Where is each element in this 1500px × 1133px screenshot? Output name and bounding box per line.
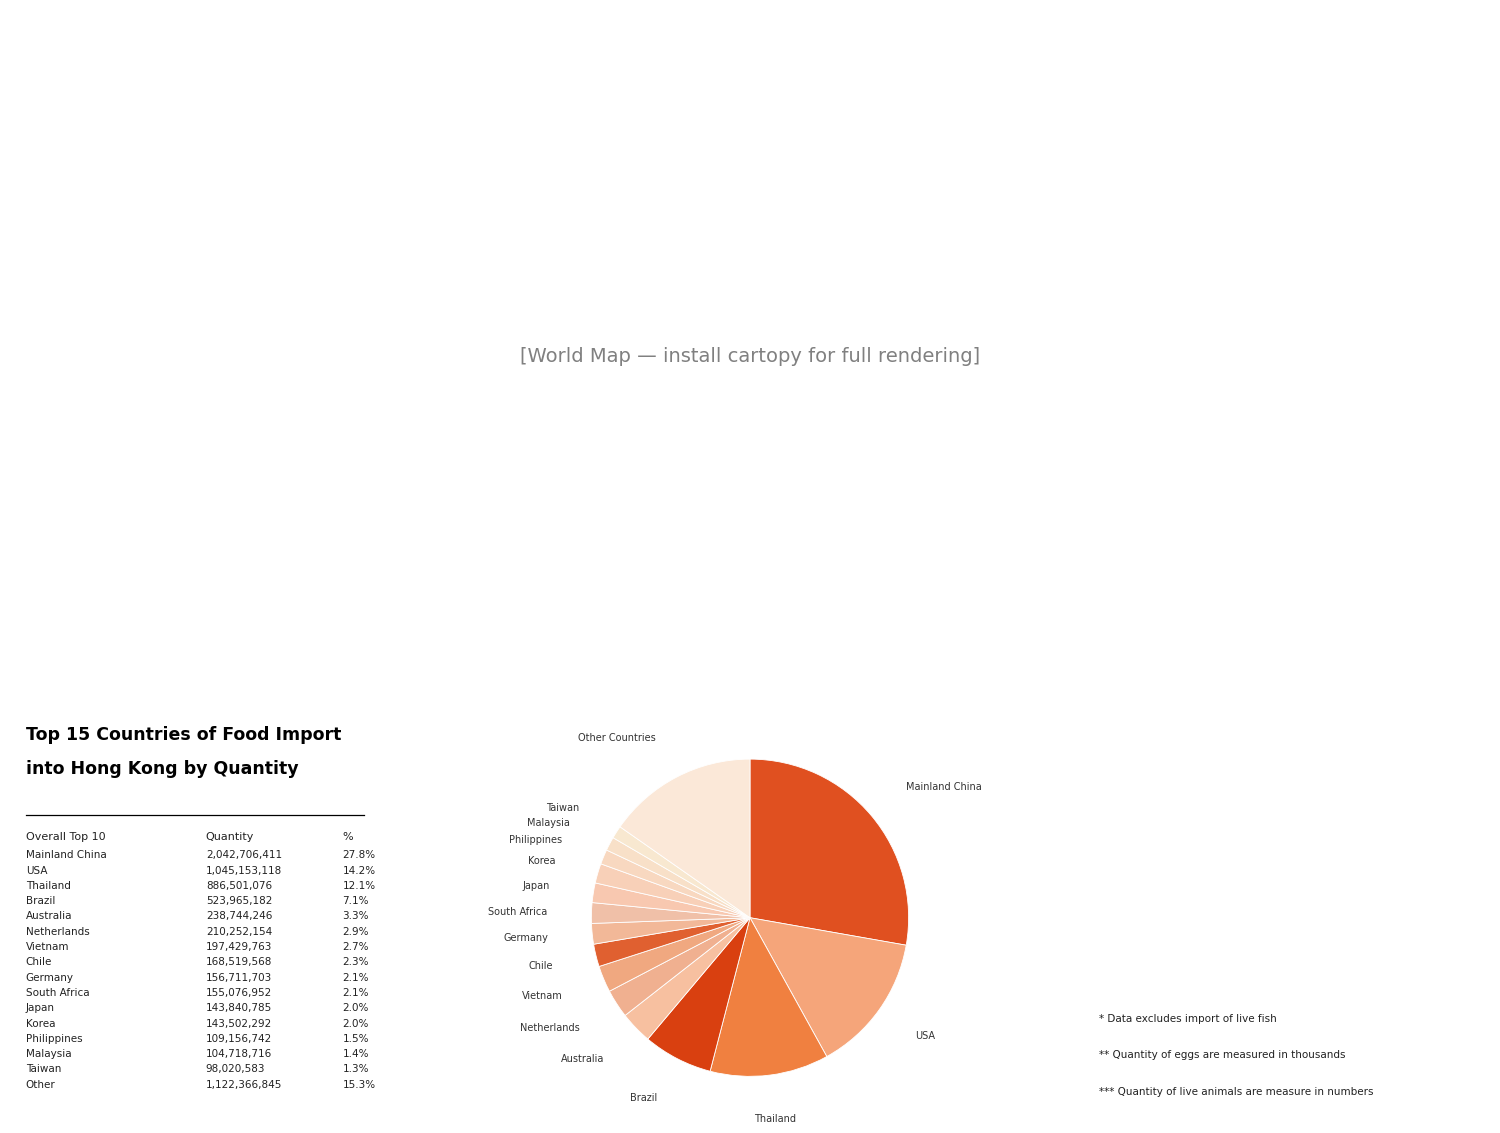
Text: Germany: Germany [26,972,74,982]
Text: 1,122,366,845: 1,122,366,845 [206,1080,282,1090]
Text: Australia: Australia [26,911,72,921]
Text: Japan: Japan [522,880,549,891]
Text: Chile: Chile [528,961,554,971]
Text: 2.7%: 2.7% [342,942,369,952]
Text: Germany: Germany [503,934,548,944]
Text: Brazil: Brazil [630,1093,657,1104]
Text: Korea: Korea [528,855,555,866]
Text: 2.0%: 2.0% [342,1004,369,1013]
Wedge shape [602,850,750,918]
Text: 2.1%: 2.1% [342,972,369,982]
Text: 155,076,952: 155,076,952 [206,988,272,998]
Wedge shape [620,759,750,918]
Text: USA: USA [915,1031,936,1041]
Text: 2.0%: 2.0% [342,1019,369,1029]
Wedge shape [626,918,750,1039]
Text: 15.3%: 15.3% [342,1080,375,1090]
Text: Australia: Australia [561,1054,604,1064]
Text: Other: Other [26,1080,56,1090]
Text: Netherlands: Netherlands [519,1023,579,1033]
Text: 197,429,763: 197,429,763 [206,942,272,952]
Text: * Data excludes import of live fish: * Data excludes import of live fish [1100,1014,1276,1024]
Text: Japan: Japan [26,1004,56,1013]
Text: 2.3%: 2.3% [342,957,369,968]
Text: 143,840,785: 143,840,785 [206,1004,272,1013]
Text: 168,519,568: 168,519,568 [206,957,272,968]
Text: ** Quantity of eggs are measured in thousands: ** Quantity of eggs are measured in thou… [1100,1050,1346,1060]
Text: Top 15 Countries of Food Import: Top 15 Countries of Food Import [26,726,341,744]
Wedge shape [591,903,750,923]
Text: Vietnam: Vietnam [26,942,69,952]
Text: 143,502,292: 143,502,292 [206,1019,272,1029]
Text: 12.1%: 12.1% [342,880,375,891]
Text: 104,718,716: 104,718,716 [206,1049,272,1059]
Text: Malaysia: Malaysia [528,818,570,828]
Text: 886,501,076: 886,501,076 [206,880,272,891]
Text: 238,744,246: 238,744,246 [206,911,272,921]
Text: South Africa: South Africa [488,906,548,917]
Text: Chile: Chile [26,957,53,968]
Text: 7.1%: 7.1% [342,896,369,906]
Text: Vietnam: Vietnam [522,991,562,1002]
Wedge shape [594,918,750,966]
Text: [World Map — install cartopy for full rendering]: [World Map — install cartopy for full re… [520,348,980,366]
Wedge shape [606,837,750,918]
Text: Netherlands: Netherlands [26,927,90,937]
Wedge shape [609,918,750,1015]
Wedge shape [648,918,750,1072]
Text: Philippines: Philippines [26,1034,82,1043]
Text: Mainland China: Mainland China [26,850,106,860]
Text: 14.2%: 14.2% [342,866,375,876]
Wedge shape [592,883,750,918]
Wedge shape [710,918,827,1076]
Text: South Africa: South Africa [26,988,90,998]
Text: Thailand: Thailand [754,1114,796,1124]
Text: USA: USA [26,866,48,876]
Text: 98,020,583: 98,020,583 [206,1065,266,1074]
Wedge shape [614,827,750,918]
Text: Korea: Korea [26,1019,56,1029]
Text: 2,042,706,411: 2,042,706,411 [206,850,282,860]
Text: Malaysia: Malaysia [26,1049,72,1059]
Text: 1.4%: 1.4% [342,1049,369,1059]
Text: 3.3%: 3.3% [342,911,369,921]
Text: 27.8%: 27.8% [342,850,375,860]
Text: into Hong Kong by Quantity: into Hong Kong by Quantity [26,760,298,778]
Text: 1,045,153,118: 1,045,153,118 [206,866,282,876]
Text: 523,965,182: 523,965,182 [206,896,272,906]
Text: %: % [342,832,352,842]
Text: Overall Top 10: Overall Top 10 [26,832,105,842]
Wedge shape [596,863,750,918]
Text: Other Countries: Other Countries [579,733,656,742]
Text: Philippines: Philippines [510,835,562,845]
Text: Thailand: Thailand [26,880,70,891]
Text: Taiwan: Taiwan [546,803,579,813]
Text: 109,156,742: 109,156,742 [206,1034,272,1043]
Wedge shape [750,759,909,945]
Text: 1.3%: 1.3% [342,1065,369,1074]
Text: *** Quantity of live animals are measure in numbers: *** Quantity of live animals are measure… [1100,1087,1374,1097]
Text: Brazil: Brazil [26,896,56,906]
Text: 210,252,154: 210,252,154 [206,927,272,937]
Wedge shape [598,918,750,991]
Text: 156,711,703: 156,711,703 [206,972,272,982]
Text: 2.1%: 2.1% [342,988,369,998]
Text: Mainland China: Mainland China [906,782,981,792]
Text: 1.5%: 1.5% [342,1034,369,1043]
Text: 2.9%: 2.9% [342,927,369,937]
Text: Taiwan: Taiwan [26,1065,62,1074]
Text: Quantity: Quantity [206,832,254,842]
Wedge shape [591,918,750,944]
Wedge shape [750,918,906,1057]
